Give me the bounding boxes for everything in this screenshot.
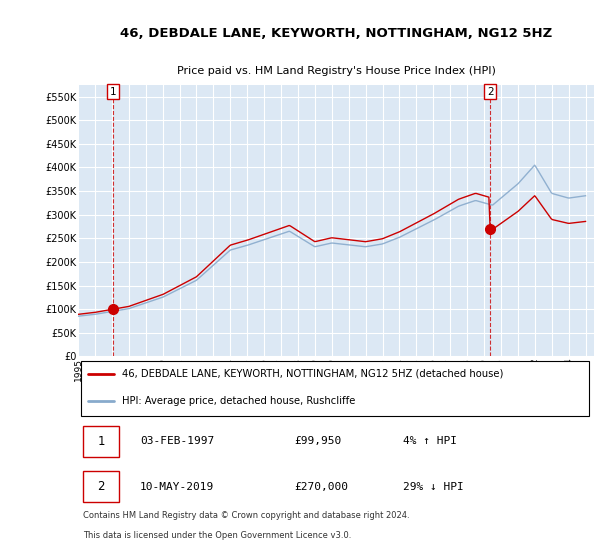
- Text: HPI: Average price, detached house, Rushcliffe: HPI: Average price, detached house, Rush…: [122, 396, 355, 406]
- Text: 1: 1: [97, 435, 105, 448]
- Text: 46, DEBDALE LANE, KEYWORTH, NOTTINGHAM, NG12 5HZ: 46, DEBDALE LANE, KEYWORTH, NOTTINGHAM, …: [120, 27, 552, 40]
- Text: 29% ↓ HPI: 29% ↓ HPI: [403, 482, 464, 492]
- Text: 10-MAY-2019: 10-MAY-2019: [140, 482, 214, 492]
- FancyBboxPatch shape: [83, 426, 119, 456]
- Text: 03-FEB-1997: 03-FEB-1997: [140, 436, 214, 446]
- Text: £270,000: £270,000: [295, 482, 349, 492]
- Text: 1: 1: [110, 86, 116, 96]
- Text: 4% ↑ HPI: 4% ↑ HPI: [403, 436, 457, 446]
- Text: This data is licensed under the Open Government Licence v3.0.: This data is licensed under the Open Gov…: [83, 531, 352, 540]
- FancyBboxPatch shape: [83, 472, 119, 502]
- Text: Price paid vs. HM Land Registry's House Price Index (HPI): Price paid vs. HM Land Registry's House …: [176, 66, 496, 76]
- Text: £99,950: £99,950: [295, 436, 342, 446]
- Text: 46, DEBDALE LANE, KEYWORTH, NOTTINGHAM, NG12 5HZ (detached house): 46, DEBDALE LANE, KEYWORTH, NOTTINGHAM, …: [122, 369, 503, 379]
- Text: Contains HM Land Registry data © Crown copyright and database right 2024.: Contains HM Land Registry data © Crown c…: [83, 511, 410, 520]
- Text: 2: 2: [487, 86, 493, 96]
- FancyBboxPatch shape: [80, 361, 589, 416]
- Text: 2: 2: [97, 480, 105, 493]
